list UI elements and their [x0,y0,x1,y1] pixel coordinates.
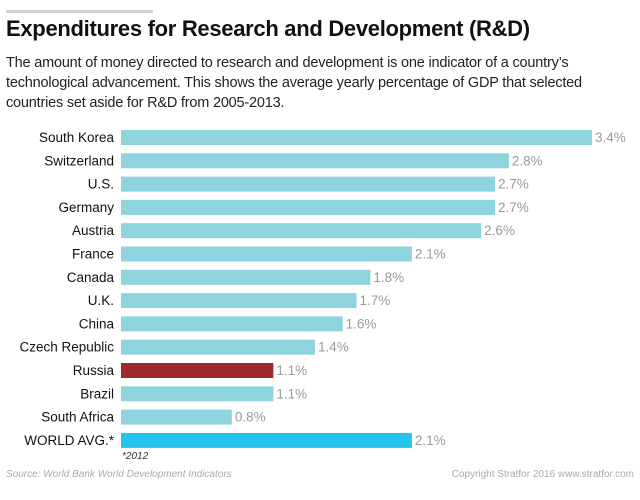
data-label: 2.1% [415,247,446,262]
data-label: 1.1% [276,386,307,401]
bar-row: Austria 2.6% [72,223,515,239]
category-label: WORLD AVG.* [24,433,115,448]
bar-row: U.S. 2.7% [88,176,529,192]
category-label: Czech Republic [19,340,114,355]
category-label: Austria [72,223,115,238]
bar-row: Brazil 1.1% [80,386,307,402]
data-label: 1.8% [373,270,404,285]
data-label: 1.1% [276,363,307,378]
bar [121,293,357,309]
bar-row: WORLD AVG.* 2.1% [24,432,446,448]
category-label: Switzerland [44,153,114,168]
bar-row: China 1.6% [79,316,377,332]
footnote: *2012 [122,451,149,462]
bar-row: Switzerland 2.8% [44,153,543,169]
bar [121,269,371,285]
data-label: 2.7% [498,200,529,215]
bar [121,363,274,378]
data-label: 3.4% [595,130,626,145]
bar-row: Canada 1.8% [67,269,404,285]
bar-row: South Korea 3.4% [39,130,626,145]
category-label: U.K. [88,293,114,308]
category-label: South Korea [39,130,115,145]
data-label: 2.6% [484,223,515,238]
bar-row: Czech Republic 1.4% [19,339,349,355]
category-label: South Africa [41,410,114,425]
bar-row: Russia 1.1% [73,363,307,378]
data-label: 2.7% [498,177,529,192]
bar [121,246,412,262]
bar [121,223,482,239]
category-label: Germany [58,200,114,215]
data-label: 1.6% [346,316,377,331]
chart-title: Expenditures for Research and Developmen… [6,16,530,41]
bar-row: U.K. 1.7% [88,293,391,309]
bar [121,386,274,402]
source-text: Source: World Bank World Development Ind… [6,469,232,480]
data-label: 1.7% [360,293,391,308]
bar [121,176,496,192]
top-accent-bar [6,10,153,13]
category-label: Brazil [80,386,114,401]
category-label: Russia [73,363,115,378]
bar-row: France 2.1% [72,246,446,262]
bar [121,153,509,169]
category-label: Canada [67,270,115,285]
bar-row: Germany 2.7% [58,199,529,215]
data-label: 1.4% [318,340,349,355]
bar [121,199,496,215]
copyright-text: Copyright Stratfor 2016 www.stratfor.com [451,469,634,480]
bar [121,316,343,332]
bar [121,409,232,425]
category-label: U.S. [88,177,114,192]
bar [121,130,592,145]
category-label: China [79,316,115,331]
data-label: 0.8% [235,410,266,425]
bar [121,339,315,355]
data-label: 2.1% [415,433,446,448]
data-label: 2.8% [512,153,543,168]
bar-row: South Africa 0.8% [41,409,266,425]
bar [121,432,412,448]
category-label: France [72,247,114,262]
chart-subtitle: The amount of money directed to research… [6,55,582,111]
